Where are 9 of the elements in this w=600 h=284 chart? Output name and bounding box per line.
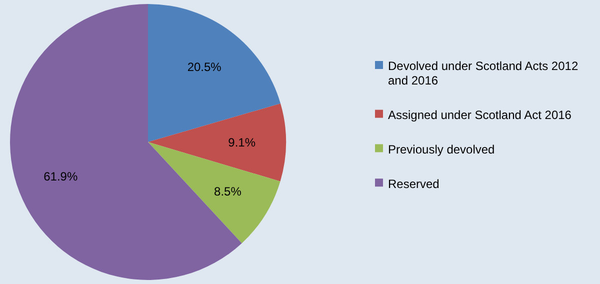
pie-slice <box>148 104 286 182</box>
legend-label: Assigned under Scotland Act 2016 <box>388 108 572 122</box>
legend-label: Devolved under Scotland Acts 2012 and 2016 <box>388 59 578 88</box>
data-label: 61.9% <box>44 169 78 184</box>
data-label: 9.1% <box>228 135 256 150</box>
data-label: 20.5% <box>187 60 222 74</box>
legend-label: Previously devolved <box>388 142 495 156</box>
legend-label: Reserved <box>388 176 440 191</box>
data-label: 8.5% <box>214 184 242 199</box>
